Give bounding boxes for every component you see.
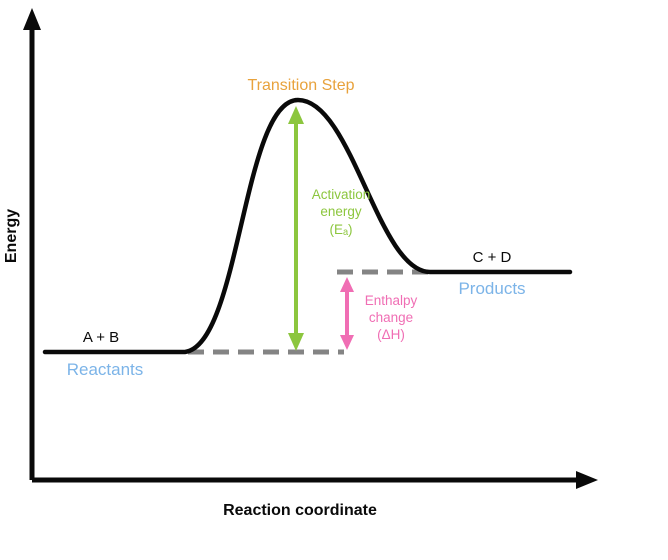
activation-energy-arrow-top-head (288, 106, 304, 124)
transition-step-label: Transition Step (247, 77, 354, 94)
reactants-formula-label: A + B (83, 329, 119, 346)
enthalpy-change-label: Enthalpy change (ΔH) (365, 293, 418, 342)
activation-energy-label-line2: energy (320, 204, 362, 219)
reaction-curve (42, 97, 573, 355)
y-axis-arrowhead (23, 8, 41, 30)
products-formula-label: C + D (473, 249, 512, 266)
activation-energy-arrow-bottom-head (288, 333, 304, 351)
enthalpy-change-label-line3: (ΔH) (377, 327, 405, 342)
x-axis-label: Reaction coordinate (223, 502, 377, 519)
activation-energy-arrow (288, 106, 304, 351)
enthalpy-change-label-line1: Enthalpy (365, 293, 418, 308)
enthalpy-change-arrow-bottom-head (340, 335, 354, 350)
activation-energy-label-line3: (Eₐ) (329, 222, 352, 237)
y-axis-label: Energy (3, 209, 20, 263)
reactants-label: Reactants (67, 360, 144, 379)
x-axis-arrowhead (576, 471, 598, 489)
products-label: Products (458, 279, 525, 298)
activation-energy-label-line1: Activation (312, 187, 371, 202)
activation-energy-label: Activation energy (Eₐ) (312, 187, 371, 237)
enthalpy-change-label-line2: change (369, 310, 413, 325)
enthalpy-change-arrow (340, 277, 354, 350)
enthalpy-change-arrow-top-head (340, 277, 354, 292)
